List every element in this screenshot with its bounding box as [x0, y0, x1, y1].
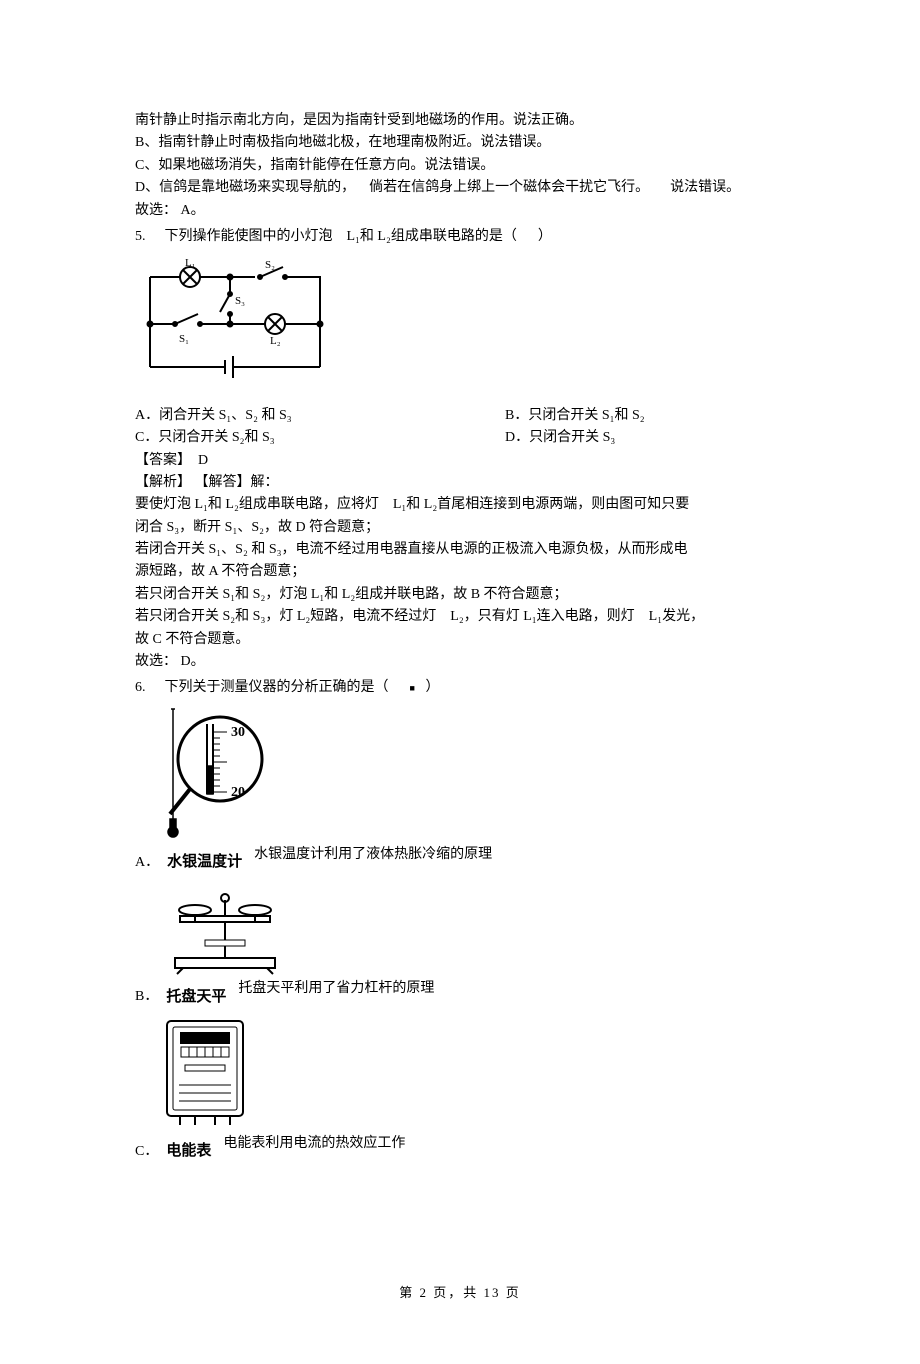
q5-explain: 要使灯泡 L₁和 L₂组成串联电路，应将灯 L₁和 L₂首尾相连接到电源两端，则…: [135, 494, 785, 673]
footer-total: 13: [484, 1285, 501, 1300]
q6-optC-prefix: C．: [135, 1141, 158, 1163]
q5-stem-a: 下列操作能使图中的小灯泡: [165, 229, 333, 244]
energy-meter-icon: [155, 1013, 255, 1133]
q6-optB-desc: 托盘天平利用了省力杠杆的原理: [238, 978, 434, 1000]
q5-e1: 要使灯泡 L₁和 L₂组成串联电路，应将灯 L₁和 L₂首尾相连接到电源两端，则…: [135, 494, 785, 516]
q5-e8: 故选： D。: [135, 651, 785, 673]
q6-option-a: A． 水银温度计 水银温度计利用了液体热胀冷缩的原理: [135, 844, 785, 874]
q5-e2: 闭合 S₃，断开 S₁、S₂，故 D 符合题意；: [135, 517, 785, 539]
q5-options-row1: A．闭合开关 S₁、S₂ 和 S₃ B．只闭合开关 S₁和 S₂: [135, 405, 785, 427]
intro-line-5: 故选： A。: [135, 200, 785, 222]
footer-b: 页，共: [433, 1285, 478, 1300]
q6-option-c: C． 电能表 电能表利用电流的热效应工作: [135, 1133, 785, 1163]
q6-stem-a: 下列关于测量仪器的分析正确的是（: [165, 680, 389, 695]
circuit-label-s2: S₂: [265, 259, 275, 271]
q5-e4: 源短路，故 A 不符合题意；: [135, 561, 785, 583]
circuit-label-l2: L₂: [270, 335, 281, 347]
circuit-label-l1: L₁: [185, 257, 196, 269]
q5-e6: 若只闭合开关 S₂和 S₃，灯 L₂短路，电流不经过灯 L₂，只有灯 L₁连入电…: [135, 606, 785, 628]
q5-explain-label: 【解析】 【解答】解：: [135, 472, 785, 494]
q6-optB-caption: 托盘天平: [166, 985, 226, 1009]
balance-icon: [155, 878, 295, 978]
q5-option-c: C．只闭合开关 S₂和 S₃: [135, 427, 505, 449]
page-footer: 第 2 页，共 13 页: [135, 1283, 785, 1304]
intro-4c: 说法错误。: [670, 180, 740, 195]
q6-stem: 6. 下列关于测量仪器的分析正确的是（ ■ ）: [135, 677, 785, 699]
q5-e6a: 若只闭合开关 S₂和 S₃，灯 L₂短路，电流不经过灯: [135, 609, 436, 624]
thermometer-icon: 30 20: [155, 704, 275, 844]
q6-stem-b: ）: [425, 680, 439, 695]
q5-e6c: L₁发光，: [649, 609, 704, 624]
q5-e7: 故 C 不符合题意。: [135, 629, 785, 651]
q6-optA-desc: 水银温度计利用了液体热胀冷缩的原理: [254, 844, 492, 866]
intro-line-4: D、信鸽是靠地磁场来实现导航的， 倘若在信鸽身上绑上一个磁体会干扰它飞行。 说法…: [135, 177, 785, 199]
q6-stem-mark: ■: [410, 683, 415, 693]
footer-a: 第: [399, 1285, 414, 1300]
footer-cur: 2: [419, 1285, 428, 1300]
q6-optA-caption: 水银温度计: [167, 850, 242, 874]
q5-stem: 5. 下列操作能使图中的小灯泡 L₁和 L₂组成串联电路的是（ ）: [135, 226, 785, 248]
q6-optC-caption: 电能表: [166, 1139, 211, 1163]
q5-answer-value: D: [198, 453, 208, 468]
thermo-tick-20: 20: [231, 785, 245, 800]
q5-number: 5.: [135, 226, 161, 248]
intro-line-1: 南针静止时指示南北方向，是因为指南针受到地磁场的作用。说法正确。: [135, 110, 785, 132]
intro-4a: D、信鸽是靠地磁场来实现导航的，: [135, 180, 355, 195]
q6-optC-desc: 电能表利用电流的热效应工作: [223, 1133, 405, 1155]
thermo-tick-30: 30: [231, 725, 245, 740]
intro-4b: 倘若在信鸽身上绑上一个磁体会干扰它飞行。: [369, 180, 649, 195]
q6-optB-prefix: B．: [135, 986, 158, 1008]
q5-e1a: 要使灯泡 L₁和 L₂组成串联电路，应将灯: [135, 497, 379, 512]
q5-e1b: L₁和 L₂首尾相连接到电源两端，则由图可知只要: [393, 497, 689, 512]
q5-e3: 若闭合开关 S₁、S₂ 和 S₃，电流不经过用电器直接从电源的正极流入电源负极，…: [135, 539, 785, 561]
q6-number: 6.: [135, 677, 161, 699]
q5-e5: 若只闭合开关 S₁和 S₂，灯泡 L₁和 L₂组成并联电路，故 B 不符合题意；: [135, 584, 785, 606]
q5-e6b: L₂，只有灯 L₁连入电路，则灯: [450, 609, 634, 624]
q5-stem-b: L₁和 L₂组成串联电路的是（: [347, 229, 517, 244]
q6-option-b: B． 托盘天平 托盘天平利用了省力杠杆的原理: [135, 978, 785, 1008]
q5-option-a: A．闭合开关 S₁、S₂ 和 S₃: [135, 405, 505, 427]
q6-optA-prefix: A．: [135, 852, 159, 874]
intro-line-3: C、如果地磁场消失，指南针能停在任意方向。说法错误。: [135, 155, 785, 177]
circuit-label-s3: S₃: [235, 295, 245, 307]
intro-block: 南针静止时指示南北方向，是因为指南针受到地磁场的作用。说法正确。 B、指南针静止…: [135, 110, 785, 222]
q5-answer: 【答案】 D: [135, 450, 785, 472]
q5-option-d: D．只闭合开关 S₃: [505, 427, 785, 449]
circuit-label-s1: S₁: [179, 333, 189, 345]
intro-line-2: B、指南针静止时南极指向地磁北极，在地理南极附近。说法错误。: [135, 132, 785, 154]
q5-stem-c: ）: [538, 229, 552, 244]
q5-options-row2: C．只闭合开关 S₂和 S₃ D．只闭合开关 S₃: [135, 427, 785, 449]
circuit-diagram: L₁ S₂ S₃ S₁ L₂: [135, 252, 335, 392]
q5-answer-label: 【答案】: [135, 453, 191, 468]
q5-option-b: B．只闭合开关 S₁和 S₂: [505, 405, 785, 427]
footer-c: 页: [506, 1285, 521, 1300]
